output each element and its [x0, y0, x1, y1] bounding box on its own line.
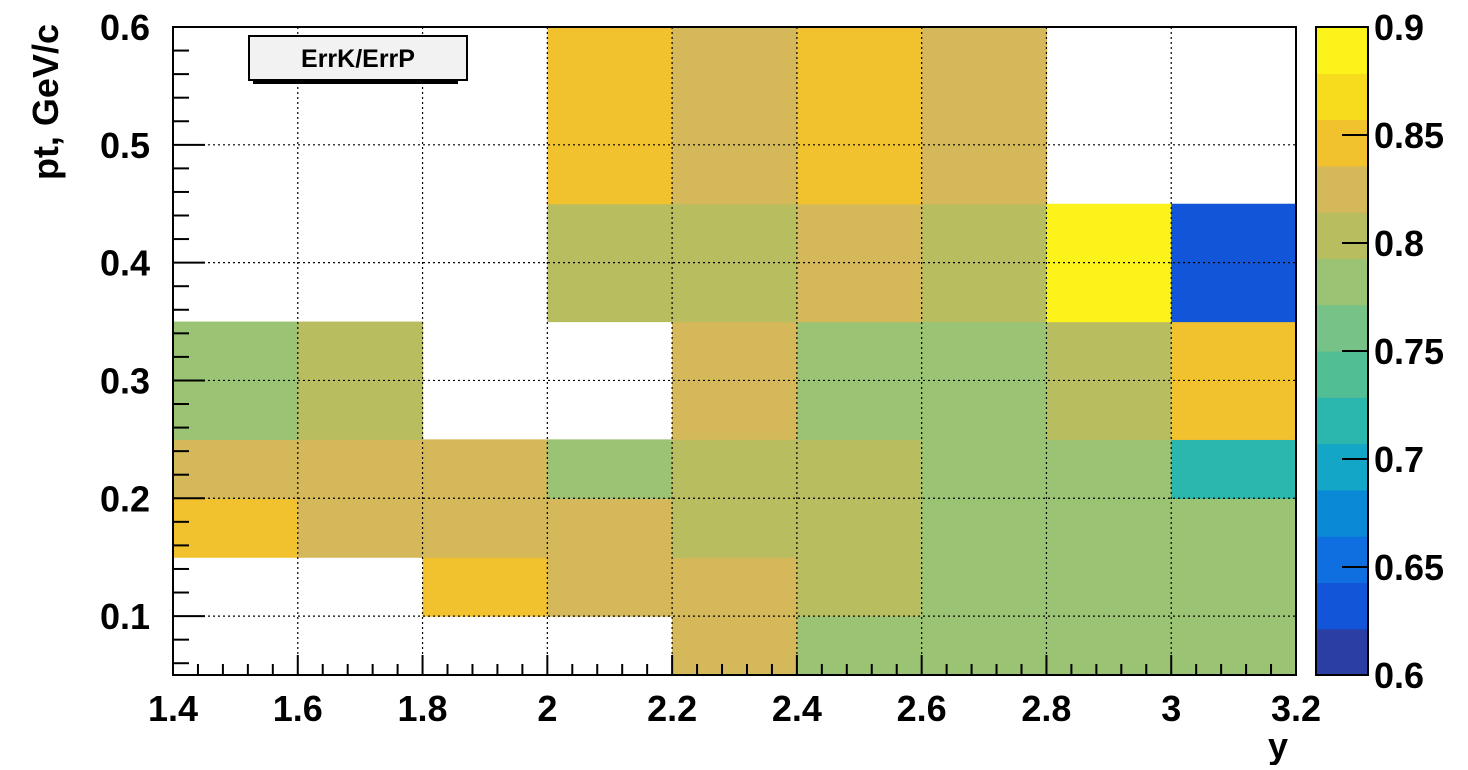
title-box-frame: [248, 35, 468, 81]
x-tick-label: 2.6: [897, 688, 947, 729]
color-scale-band: [1316, 536, 1368, 584]
x-axis-title: y: [1268, 725, 1288, 765]
heatmap-cell: [796, 557, 923, 617]
chart-title: ErrK/ErrP: [301, 45, 415, 73]
heatmap-cell: [1046, 439, 1172, 499]
y-axis-title: pt, GeV/c: [25, 24, 66, 180]
heatmap-cell: [672, 27, 798, 205]
color-scale-band: [1316, 212, 1368, 260]
heatmap-cell: [1171, 498, 1297, 558]
heatmap-cell: [796, 616, 923, 676]
heatmap-cell: [921, 616, 1048, 676]
color-scale-label: 0.6: [1374, 655, 1424, 696]
color-scale-band: [1316, 628, 1368, 676]
color-scale-band: [1316, 73, 1368, 121]
y-tick-label: 0.4: [100, 243, 150, 284]
heatmap-cell: [1046, 616, 1172, 676]
heatmap-cell: [1171, 439, 1297, 499]
x-tick-label: 2.2: [647, 688, 697, 729]
color-scale-band: [1316, 304, 1368, 352]
color-scale-band: [1316, 165, 1368, 213]
x-tick-label: 1.4: [148, 688, 198, 729]
heatmap-cell: [1046, 557, 1172, 617]
heatmap-cell: [173, 439, 299, 499]
color-scale-labels: 0.6 0.65 0.7 0.75 0.8 0.85 0.9: [1374, 7, 1444, 696]
y-tick-label: 0.6: [100, 7, 150, 48]
color-scale-label: 0.85: [1374, 115, 1444, 156]
x-tick-label: 3: [1161, 688, 1181, 729]
y-tick-label: 0.3: [100, 360, 150, 401]
heatmap-cell: [422, 557, 548, 617]
color-scale-band: [1316, 489, 1368, 537]
y-tick-label: 0.2: [100, 478, 150, 519]
y-tick-labels: 0.1 0.2 0.3 0.4 0.5 0.6: [100, 7, 150, 637]
plot-frame: [172, 26, 1297, 676]
x-tick-label: 1.8: [398, 688, 448, 729]
x-tick-label: 2.8: [1021, 688, 1071, 729]
heatmap-cell: [1046, 498, 1172, 558]
color-scale-band: [1316, 443, 1368, 491]
color-scale-band: [1316, 27, 1368, 74]
heatmap-cell: [921, 27, 1048, 205]
color-scale-band: [1316, 351, 1368, 398]
color-scale-label: 0.8: [1374, 223, 1424, 264]
color-scale-label: 0.75: [1374, 331, 1444, 372]
x-tick-label: 3.2: [1271, 688, 1321, 729]
color-scale-band: [1316, 119, 1368, 167]
color-scale-label: 0.65: [1374, 547, 1444, 588]
x-tick-labels: 1.4 1.6 1.8 2 2.2 2.4 2.6 2.8 3 3.2: [148, 688, 1321, 729]
y-tick-label: 0.1: [100, 596, 150, 637]
heatmap-cell: [921, 557, 1048, 617]
axis-ticks: [172, 26, 1297, 675]
color-scale-label: 0.9: [1374, 7, 1424, 48]
heatmap-cell: [796, 27, 923, 205]
heatmap-cell: [547, 27, 673, 205]
color-scale-label: 0.7: [1374, 439, 1424, 480]
x-tick-label: 2.4: [772, 688, 822, 729]
heatmap-cell: [173, 498, 299, 558]
color-scale-band: [1316, 582, 1368, 630]
color-scale-band: [1316, 258, 1368, 306]
title-box: ErrK/ErrP: [248, 35, 468, 84]
heatmap-cell: [547, 557, 673, 617]
heatmap-cell: [547, 439, 673, 499]
x-tick-label: 2: [537, 688, 557, 729]
color-scale-band: [1316, 397, 1368, 445]
heatmap-cells: [173, 27, 1297, 676]
heatmap-cell: [547, 498, 673, 558]
x-tick-label: 1.6: [273, 688, 323, 729]
y-tick-label: 0.5: [100, 125, 150, 166]
color-scale: [1315, 26, 1369, 676]
